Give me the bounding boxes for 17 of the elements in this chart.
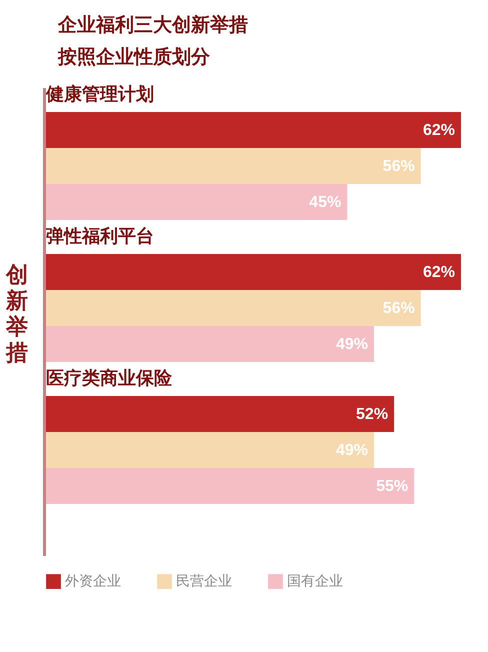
data-label: 49% (336, 442, 368, 459)
data-label: 56% (382, 158, 415, 175)
y-axis-title: 创新举措 (4, 262, 29, 366)
legend-label: 国有企业 (287, 572, 343, 589)
data-label: 45% (309, 194, 342, 211)
data-label: 55% (376, 478, 408, 495)
data-label: 62% (422, 122, 455, 139)
legend-label: 外资企业 (65, 572, 121, 589)
data-label: 52% (356, 406, 388, 423)
data-label: 49% (336, 336, 368, 353)
y-tick-label: 弹性福利平台 (46, 226, 154, 246)
y-tick-label: 医疗类商业保险 (46, 368, 173, 388)
data-label: 56% (382, 300, 415, 317)
legend-label: 民营企业 (176, 572, 232, 589)
chart-title: 企业福利三大创新举措 (58, 14, 248, 38)
chart-subtitle: 按照企业性质划分 (58, 46, 210, 70)
data-label: 62% (422, 264, 455, 281)
